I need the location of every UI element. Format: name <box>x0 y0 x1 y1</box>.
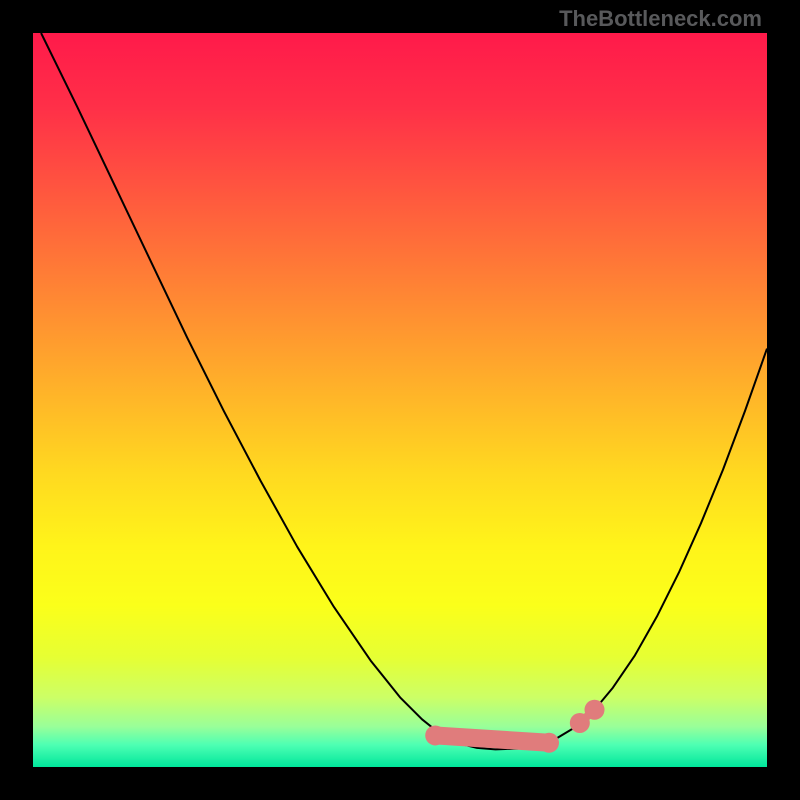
watermark-text: TheBottleneck.com <box>559 6 762 32</box>
chart-canvas: TheBottleneck.com <box>0 0 800 800</box>
heat-gradient-background <box>33 33 767 767</box>
plot-area <box>33 33 767 767</box>
